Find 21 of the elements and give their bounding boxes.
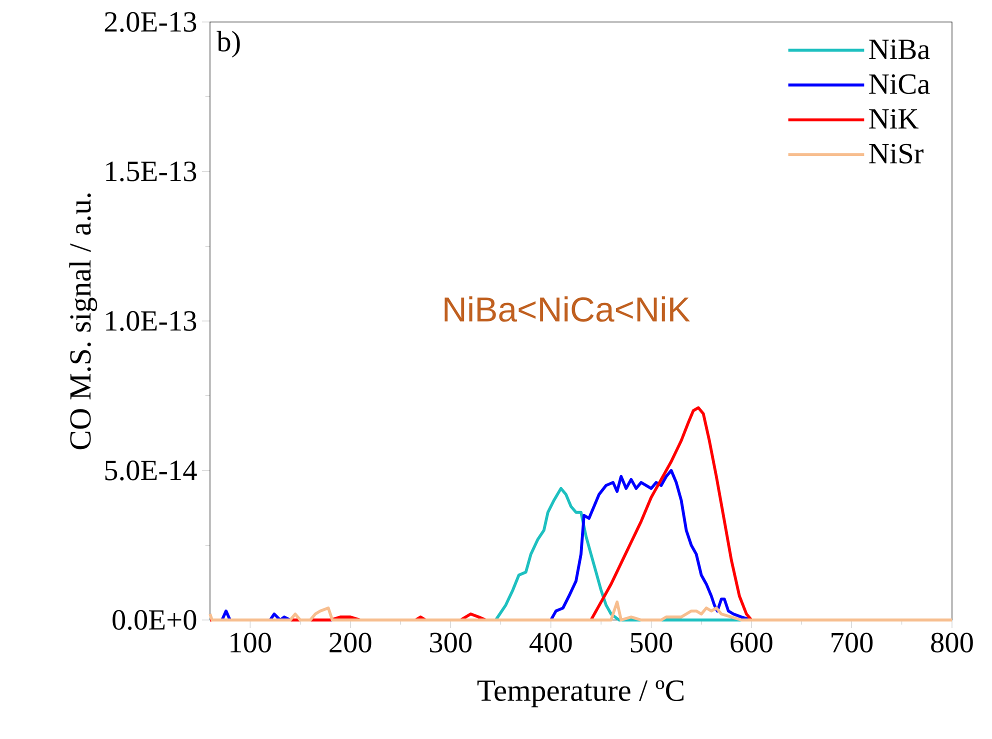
y-tick-label: 0.0E+0 xyxy=(112,610,196,630)
x-tick-label: 100 xyxy=(230,632,271,653)
annotation: b) xyxy=(216,30,240,58)
y-axis-title: CO M.S. signal / a.u. xyxy=(69,194,98,450)
legend-label: NiBa xyxy=(869,40,930,60)
x-tick-label: 200 xyxy=(330,632,372,653)
annotation: NiBa<NiCa<NiK xyxy=(444,296,690,322)
legend-label: NiSr xyxy=(869,144,924,164)
y-tick-label: 1.5E-13 xyxy=(106,162,196,182)
x-tick-label: 800 xyxy=(931,632,973,653)
y-tick-label: 1.0E-13 xyxy=(106,311,196,331)
x-tick-label: 600 xyxy=(730,632,772,653)
x-tick-label: 400 xyxy=(529,632,572,653)
x-tick-label: 700 xyxy=(832,632,873,653)
y-tick-label: 5.0E-14 xyxy=(105,460,197,480)
legend-label: NiCa xyxy=(869,74,930,94)
y-tick-label: 2.0E-13 xyxy=(104,12,196,32)
legend-label: NiK xyxy=(869,109,919,128)
x-axis-title: Temperature / ºC xyxy=(477,680,684,708)
x-tick-label: 300 xyxy=(430,632,472,653)
x-tick-label: 500 xyxy=(630,632,672,653)
